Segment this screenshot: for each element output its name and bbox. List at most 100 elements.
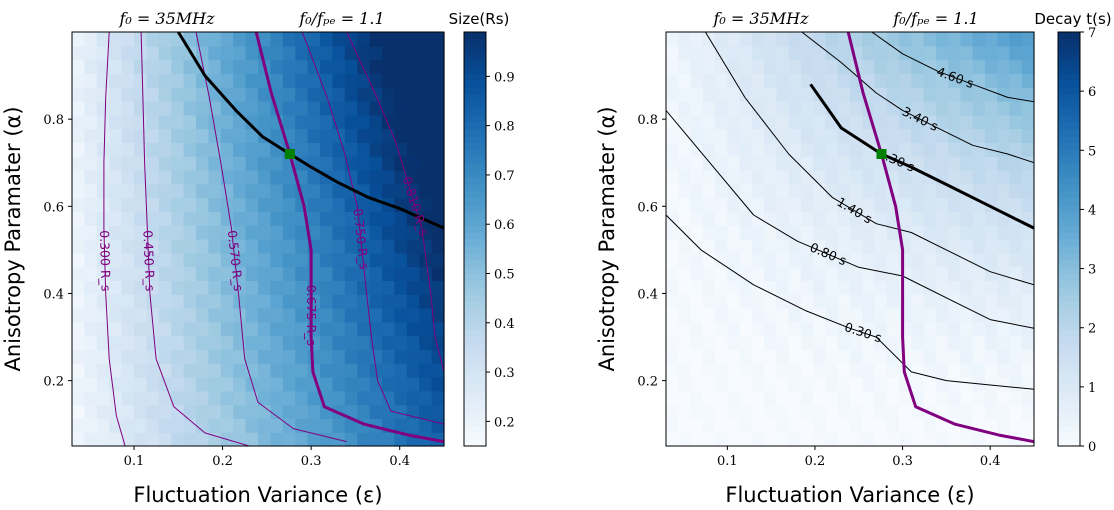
heatmap-cell [183,142,197,157]
heatmap-cell [862,377,876,392]
heatmap-cell [109,45,123,61]
heatmap-cell [727,404,741,419]
heatmap-cell [196,32,209,47]
heatmap-cell [715,197,728,212]
heatmap-cell [678,252,692,268]
heatmap-cell [715,335,728,350]
heatmap-cell [666,377,679,392]
heatmap-cell [776,45,790,61]
heatmap-cell [874,308,888,323]
heatmap-cell [258,211,271,226]
heatmap-cell [419,390,433,406]
heatmap-cell [972,32,986,47]
heatmap-cell [764,335,777,350]
heatmap-cell [800,252,814,268]
heatmap-cell [84,225,98,240]
heatmap-cell [935,142,949,157]
heatmap-cell [146,432,160,447]
colorbar-segment [464,87,486,95]
heatmap-cell [850,390,863,406]
heatmap-cell [171,335,185,350]
heatmap-cell [295,432,309,447]
heatmap-cell [307,114,321,130]
heatmap-cell [406,239,420,254]
heatmap-cell [800,321,814,337]
heatmap-cell [233,73,247,88]
contour-line [140,32,250,446]
heatmap-cell [171,252,185,268]
heatmap-cell [84,156,98,171]
heatmap-cell [72,266,85,281]
heatmap-cell [739,239,753,254]
heatmap-cell [431,32,445,47]
heatmap-cell [837,390,851,406]
heatmap-cell [751,432,765,447]
heatmap-cell [739,349,753,364]
heatmap-cell [121,197,135,212]
heatmap-cell [258,252,271,268]
heatmap-cell [911,114,925,130]
colorbar-segment [1058,218,1080,226]
heatmap-cell [764,101,777,116]
heatmap-cell [419,404,433,419]
heatmap-cell [751,183,765,199]
heatmap-cell [183,239,197,254]
heatmap-cell [813,280,827,295]
heatmap-cell [357,321,371,337]
heatmap-cell [96,349,110,364]
heatmap-cell [862,128,876,143]
heatmap-cell [690,280,704,295]
heatmap-cell [84,239,98,254]
heatmap-cell [183,128,197,143]
colorbar-segment [1058,183,1080,192]
heatmap-cell [972,142,986,157]
heatmap-cell [666,239,679,254]
colorbar-segment [1058,245,1080,254]
heatmap-cell [776,197,790,212]
heatmap-cell [357,197,371,212]
heatmap-cell [96,183,110,199]
heatmap-cell [825,59,839,74]
heatmap-cell [702,363,716,378]
heatmap-cell [764,183,777,199]
heatmap-cell [332,32,346,47]
heatmap-cell [837,321,851,337]
heatmap-cell [739,142,753,157]
heatmap-cell [788,321,802,337]
heatmap-cell [146,252,160,268]
heatmap-cell [382,32,395,47]
heatmap-cell [270,32,284,47]
heatmap-cell [382,377,395,392]
heatmap-cell [813,59,827,74]
heatmap-cell [702,239,716,254]
heatmap-cell [72,197,85,212]
colorbar-segment [1058,342,1080,350]
heatmap-cell [899,211,912,226]
heatmap-cell [1021,87,1035,102]
heatmap-cell [764,32,777,47]
colorbar-segment [1058,38,1080,47]
heatmap-cell [431,211,445,226]
heatmap-cell [899,183,912,199]
heatmap-cell [158,211,172,226]
heatmap-cell [431,170,445,185]
heatmap-cell [307,225,321,240]
colorbar-segment [464,252,486,261]
heatmap-cell [739,225,753,240]
heatmap-cell [776,32,790,47]
heatmap-cell [751,87,765,102]
colorbar-segment [464,52,486,61]
heatmap-cell [776,432,790,447]
heatmap-cell [751,252,765,268]
y-tick-label: 0.2 [43,375,64,390]
heatmap-cell [886,390,900,406]
heatmap-cell [406,321,420,337]
heatmap-cell [208,32,222,47]
heatmap-cell [972,294,986,309]
heatmap-cell [997,349,1011,364]
colorbar-segment [464,225,486,233]
heatmap-cell [84,280,98,295]
heatmap-cell [121,390,135,406]
heatmap-cell [899,404,912,419]
colorbar-segment [464,321,486,330]
